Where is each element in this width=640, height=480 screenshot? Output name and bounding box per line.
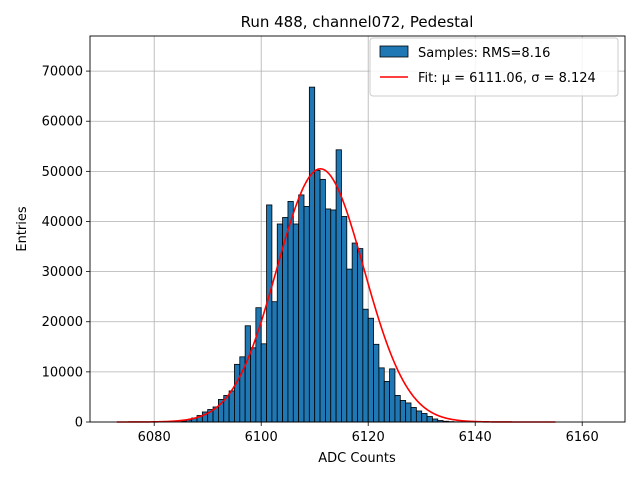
histogram-bar: [228, 390, 235, 423]
histogram-bar: [260, 343, 267, 423]
x-tick-label: 6080: [138, 430, 171, 445]
y-tick-label: 50000: [42, 165, 83, 180]
histogram-bar: [250, 347, 257, 423]
histogram-bar: [367, 317, 374, 423]
histogram-bar: [292, 223, 300, 423]
legend: Samples: RMS=8.16 Fit: μ = 6111.06, σ = …: [369, 37, 619, 97]
x-tick-label: 6160: [566, 430, 599, 445]
y-tick-label: 10000: [42, 365, 83, 380]
y-tick-label: 60000: [42, 115, 83, 130]
x-tick-label: 6100: [245, 430, 278, 445]
y-tick-label: 40000: [42, 215, 83, 230]
histogram-bar: [351, 242, 358, 423]
histogram-bar: [271, 301, 278, 423]
axis-ticks: 6080 6100 6120 6140 6160 0 10000 20000 30000 4000…: [42, 65, 599, 445]
legend-label-fit: Fit: μ = 6111.06, σ = 8.124: [418, 71, 596, 86]
histogram-bar: [308, 86, 316, 423]
y-axis-label: Entries: [15, 206, 30, 252]
histogram-bar: [362, 308, 369, 423]
histogram-bar: [319, 178, 326, 423]
histogram-bar: [357, 248, 364, 423]
legend-box: [369, 37, 619, 97]
y-tick-label: 70000: [42, 65, 83, 80]
plot-frame: [89, 35, 626, 423]
x-axis-label: ADC Counts: [318, 451, 396, 466]
histogram-bar: [399, 400, 407, 423]
legend-swatch-samples: [379, 45, 409, 58]
x-tick-label: 6140: [459, 430, 492, 445]
histogram-bar: [415, 410, 423, 423]
histogram-bar: [383, 380, 390, 423]
histogram-bar: [410, 407, 417, 423]
histogram-bar: [314, 169, 321, 423]
y-tick-label: 20000: [42, 315, 83, 330]
y-tick-label: 0: [75, 416, 83, 431]
histogram-bar: [389, 368, 396, 423]
legend-label-samples: Samples: RMS=8.16: [418, 46, 550, 61]
histogram-bar: [426, 416, 433, 423]
histogram-bar: [431, 418, 439, 423]
histogram-bars: [180, 86, 460, 423]
histogram-bar: [303, 206, 310, 423]
histogram-bar: [298, 194, 305, 423]
histogram-bar: [373, 343, 380, 423]
histogram-bar: [330, 209, 337, 423]
histogram-bar: [244, 325, 251, 423]
chart-title: Run 488, channel072, Pedestal: [241, 13, 474, 31]
histogram-bar: [266, 204, 273, 423]
histogram-bar: [405, 402, 412, 423]
histogram-bar: [394, 395, 401, 423]
histogram-bar: [341, 216, 348, 423]
histogram-bar: [378, 367, 385, 423]
histogram-bar: [234, 363, 241, 423]
histogram-bar: [346, 268, 353, 423]
histogram-bar: [324, 208, 332, 423]
histogram-bar: [421, 413, 428, 423]
y-tick-label: 30000: [42, 265, 83, 280]
x-tick-label: 6120: [352, 430, 385, 445]
histogram-bar: [287, 201, 294, 423]
